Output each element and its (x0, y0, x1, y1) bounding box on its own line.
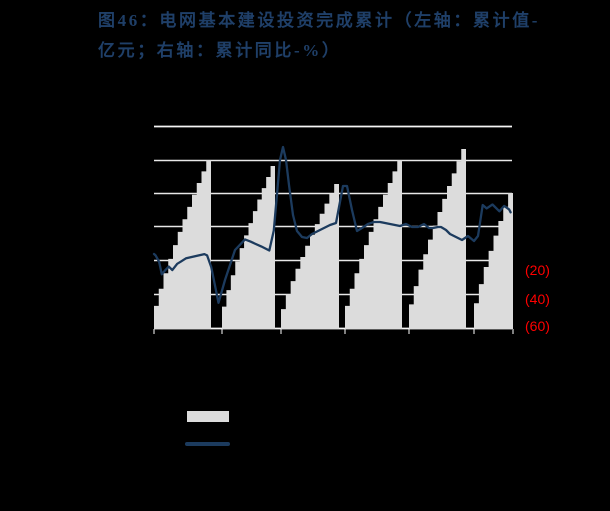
svg-text:(60): (60) (525, 318, 550, 334)
svg-text:(40): (40) (525, 291, 550, 307)
svg-text:(20): (20) (525, 262, 550, 278)
